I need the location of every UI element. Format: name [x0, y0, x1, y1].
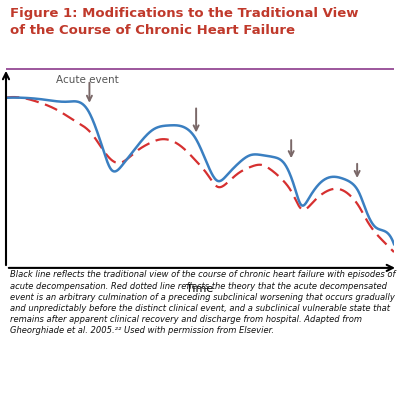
Text: Black line reflects the traditional view of the course of chronic heart failure : Black line reflects the traditional view… — [10, 270, 395, 335]
Text: Time: Time — [186, 284, 214, 294]
Text: Figure 1: Modifications to the Traditional View
of the Course of Chronic Heart F: Figure 1: Modifications to the Tradition… — [10, 7, 358, 37]
Text: Acute event: Acute event — [56, 75, 119, 85]
